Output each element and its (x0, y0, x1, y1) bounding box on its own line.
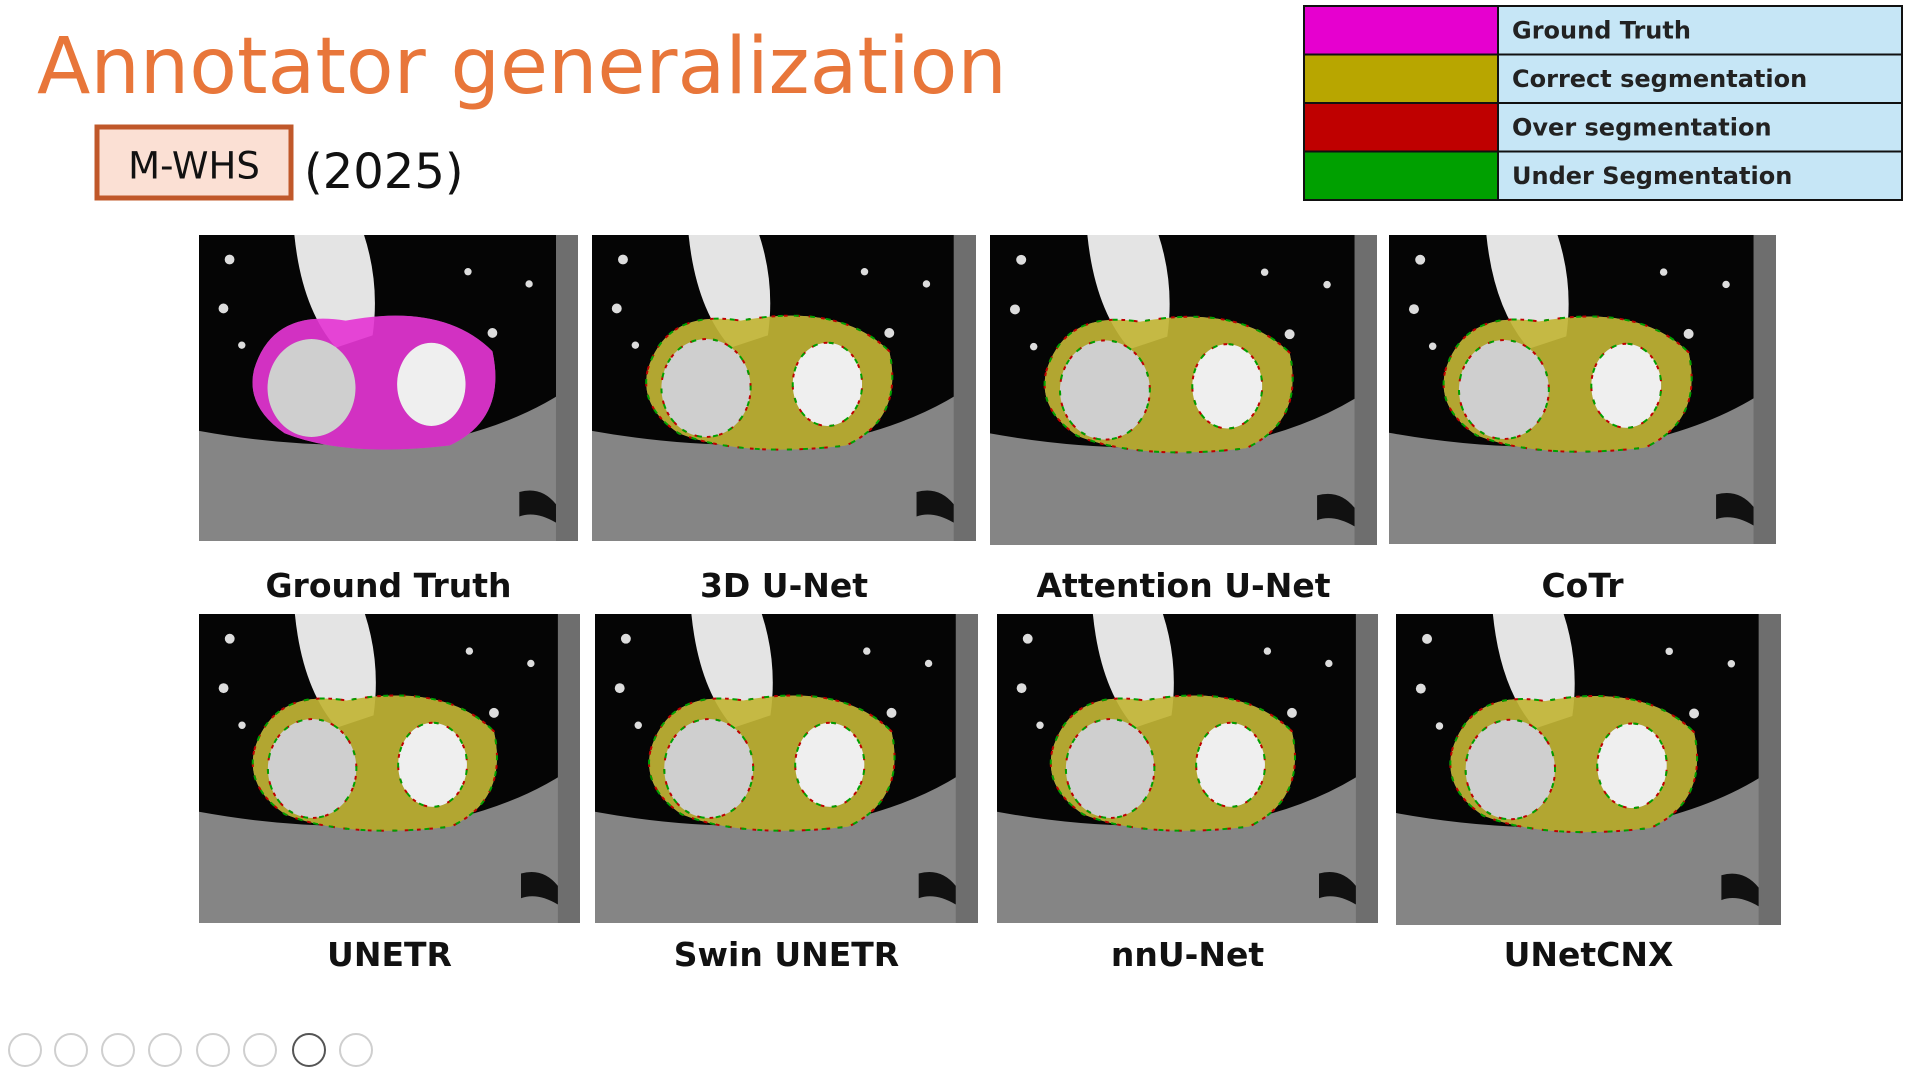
panel-caption: CoTr (1541, 566, 1624, 605)
legend-label: Over segmentation (1512, 113, 1772, 141)
panel-caption: UNetCNX (1504, 935, 1674, 974)
ct-image (199, 235, 578, 541)
badge: M-WHS (128, 145, 260, 188)
panel-caption: Ground Truth (265, 566, 511, 605)
slide-title: Annotator generalization (37, 22, 1007, 112)
under-seg (1442, 315, 1693, 453)
under-seg (648, 694, 896, 832)
camera-button[interactable] (292, 1033, 326, 1067)
ct-image (1396, 614, 1781, 925)
legend: Ground Truth Correct segmentation Over seg… (1303, 5, 1903, 201)
legend-swatch (1303, 5, 1499, 56)
panel-caption: 3D U-Net (700, 566, 868, 605)
legend-label-cell (1497, 5, 1903, 56)
toolbar (8, 1033, 373, 1067)
zoom-button[interactable] (196, 1033, 230, 1067)
panels: Ground Truth 3D U-Net Attention U-Net CoTr U… (199, 235, 1781, 974)
legend-label: Correct segmentation (1512, 65, 1807, 93)
legend-label: Ground Truth (1512, 16, 1691, 44)
panel-caption: UNETR (327, 935, 452, 974)
correct-overlay (1443, 316, 1692, 452)
ct-image (199, 614, 580, 923)
legend-label: Under Segmentation (1512, 162, 1792, 190)
correct-overlay (649, 695, 895, 831)
legend-label-cell (1497, 102, 1903, 153)
panel-caption: Attention U-Net (1037, 566, 1331, 605)
correct-overlay (1050, 695, 1295, 831)
correct-overlay (646, 315, 893, 450)
panel-caption: Swin UNETR (674, 935, 899, 974)
correct-overlay (252, 695, 497, 831)
prev-button[interactable] (8, 1033, 42, 1067)
ct-image (997, 614, 1378, 923)
under-seg (1449, 695, 1698, 834)
slides-button[interactable] (148, 1033, 182, 1067)
badge-box (94, 124, 294, 201)
ct-image (592, 235, 976, 541)
panel-caption: nnU-Net (1111, 935, 1264, 974)
legend-swatch (1303, 150, 1499, 201)
under-seg (251, 694, 498, 832)
correct-overlay (1044, 316, 1293, 453)
under-seg (1043, 315, 1294, 454)
under-seg (645, 314, 894, 451)
pen-button[interactable] (101, 1033, 135, 1067)
ct-image (990, 235, 1377, 545)
gt-overlay (252, 315, 496, 450)
legend-label-cell (1497, 150, 1903, 201)
ct-image (595, 614, 978, 923)
subtitles-button[interactable] (243, 1033, 277, 1067)
ct-image (1389, 235, 1776, 544)
under-seg (1049, 694, 1296, 832)
year: (2025) (304, 144, 464, 200)
legend-swatch (1303, 53, 1499, 104)
legend-swatch (1303, 102, 1499, 153)
next-button[interactable] (54, 1033, 88, 1067)
correct-overlay (1450, 695, 1698, 833)
more-button[interactable] (339, 1033, 373, 1067)
